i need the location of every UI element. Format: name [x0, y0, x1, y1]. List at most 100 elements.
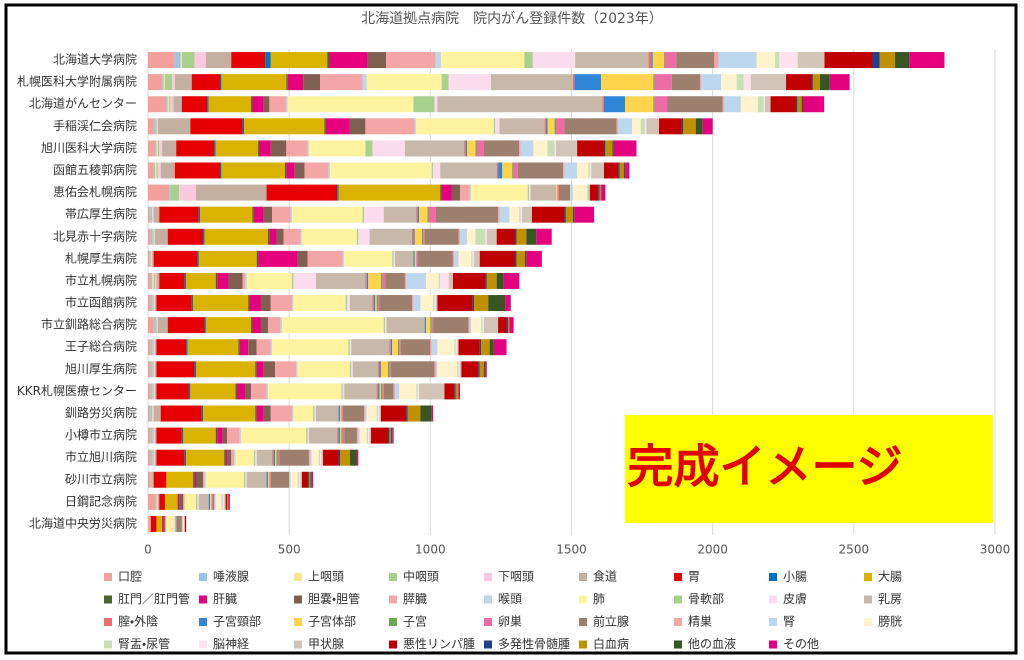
bar-segment [671, 74, 700, 91]
bar-segment [524, 52, 533, 69]
bar-segment [365, 140, 373, 157]
legend-marker [674, 618, 682, 626]
bar-segment [236, 383, 246, 400]
legend-label: 膀胱 [878, 614, 902, 629]
legend-label: 腟・外陰 [118, 615, 158, 629]
bar-segment [603, 162, 619, 179]
bar-segment [683, 118, 696, 135]
bar-segment [266, 184, 338, 201]
bar-segment [291, 405, 294, 422]
y-tick-label: 北見赤十字病院 [53, 229, 137, 243]
bar-segment [496, 228, 516, 245]
bar-segment [424, 228, 459, 245]
legend-marker [579, 573, 587, 581]
bar-segment [157, 140, 160, 157]
bar-segment [344, 250, 393, 267]
y-tick-label: 旭川医科大学病院 [41, 140, 137, 155]
bar-segment [358, 228, 370, 245]
legend-label: 食道 [593, 570, 617, 584]
bar-segment [483, 140, 520, 157]
bar-segment [306, 427, 308, 444]
bar-segment [215, 272, 218, 289]
bar-segment [190, 383, 236, 400]
bar-segment [186, 339, 188, 356]
bar-segment [162, 74, 164, 91]
bar-segment [152, 449, 154, 466]
bar-segment [438, 272, 441, 289]
bar-segment [736, 74, 744, 91]
bar-segment [228, 272, 243, 289]
legend-label: 大腸 [878, 570, 902, 584]
bar-segment [414, 118, 417, 135]
bar-segment [386, 317, 425, 334]
bar-segment [495, 118, 500, 135]
legend-label: 膵臓 [403, 592, 427, 606]
bar-segment [469, 184, 472, 201]
bar-segment [554, 118, 556, 135]
bar-segment [393, 383, 396, 400]
bar-segment [152, 228, 154, 245]
bar-segment [385, 317, 387, 334]
bar-segment [184, 493, 196, 510]
legend-label: 子宮 [403, 614, 427, 629]
bar-segment [150, 515, 157, 532]
bar-segment [287, 96, 414, 113]
bar-segment [184, 515, 187, 532]
chart-title: 北海道拠点病院 院内がん登録件数（2023年） [361, 11, 663, 27]
bar-segment [454, 339, 456, 356]
bar-segment [180, 52, 182, 69]
bar-segment [718, 52, 757, 69]
bar-segment [632, 118, 641, 135]
bar-segment [227, 449, 232, 466]
bar-segment [555, 184, 558, 201]
bar-segment [194, 52, 206, 69]
bar-segment [483, 361, 486, 378]
bar-segment [483, 317, 499, 334]
bar-segment [577, 162, 589, 179]
bar-segment [344, 427, 357, 444]
legend-marker [579, 618, 587, 626]
y-tick-label: 小樽市立病院 [65, 428, 137, 442]
bar-segment [256, 250, 259, 267]
bar-segment [646, 118, 660, 135]
bar-segment [251, 317, 253, 334]
bar-segment [291, 272, 294, 289]
bar-segment [320, 74, 363, 91]
bar-segment [419, 206, 428, 223]
bar-segment [303, 74, 321, 91]
bar-segment [152, 471, 154, 488]
bar-segment [273, 449, 276, 466]
bar-segment [695, 118, 703, 135]
bar-segment [369, 228, 412, 245]
bar-segment [251, 96, 253, 113]
bar-segment [235, 449, 254, 466]
bar-segment [149, 206, 151, 223]
legend-marker [199, 573, 207, 581]
bar-segment [390, 361, 435, 378]
legend-label: 中咽頭 [403, 569, 439, 584]
bar-segment [603, 96, 626, 113]
bar-segment [258, 140, 260, 157]
bar-segment [427, 206, 429, 223]
bar-segment [217, 272, 229, 289]
annotation-box [625, 415, 993, 523]
legend-label: 多発性骨髄腫 [498, 636, 570, 651]
bar-segment [187, 339, 239, 356]
bar-segment [383, 383, 394, 400]
bar-segment [507, 317, 510, 334]
bar-segment [431, 405, 434, 422]
bar-segment [338, 449, 340, 466]
legend-label: 小腸 [783, 570, 807, 584]
bar-segment [430, 317, 432, 334]
bar-segment [681, 118, 684, 135]
bar-segment [201, 405, 204, 422]
bar-segment [416, 118, 494, 135]
bar-segment [411, 228, 414, 245]
bar-segment [330, 162, 432, 179]
bar-segment [471, 317, 482, 334]
bar-segment [222, 493, 225, 510]
bar-segment [164, 515, 167, 532]
bar-segment [243, 118, 325, 135]
bar-segment [349, 449, 357, 466]
bar-segment [327, 52, 330, 69]
